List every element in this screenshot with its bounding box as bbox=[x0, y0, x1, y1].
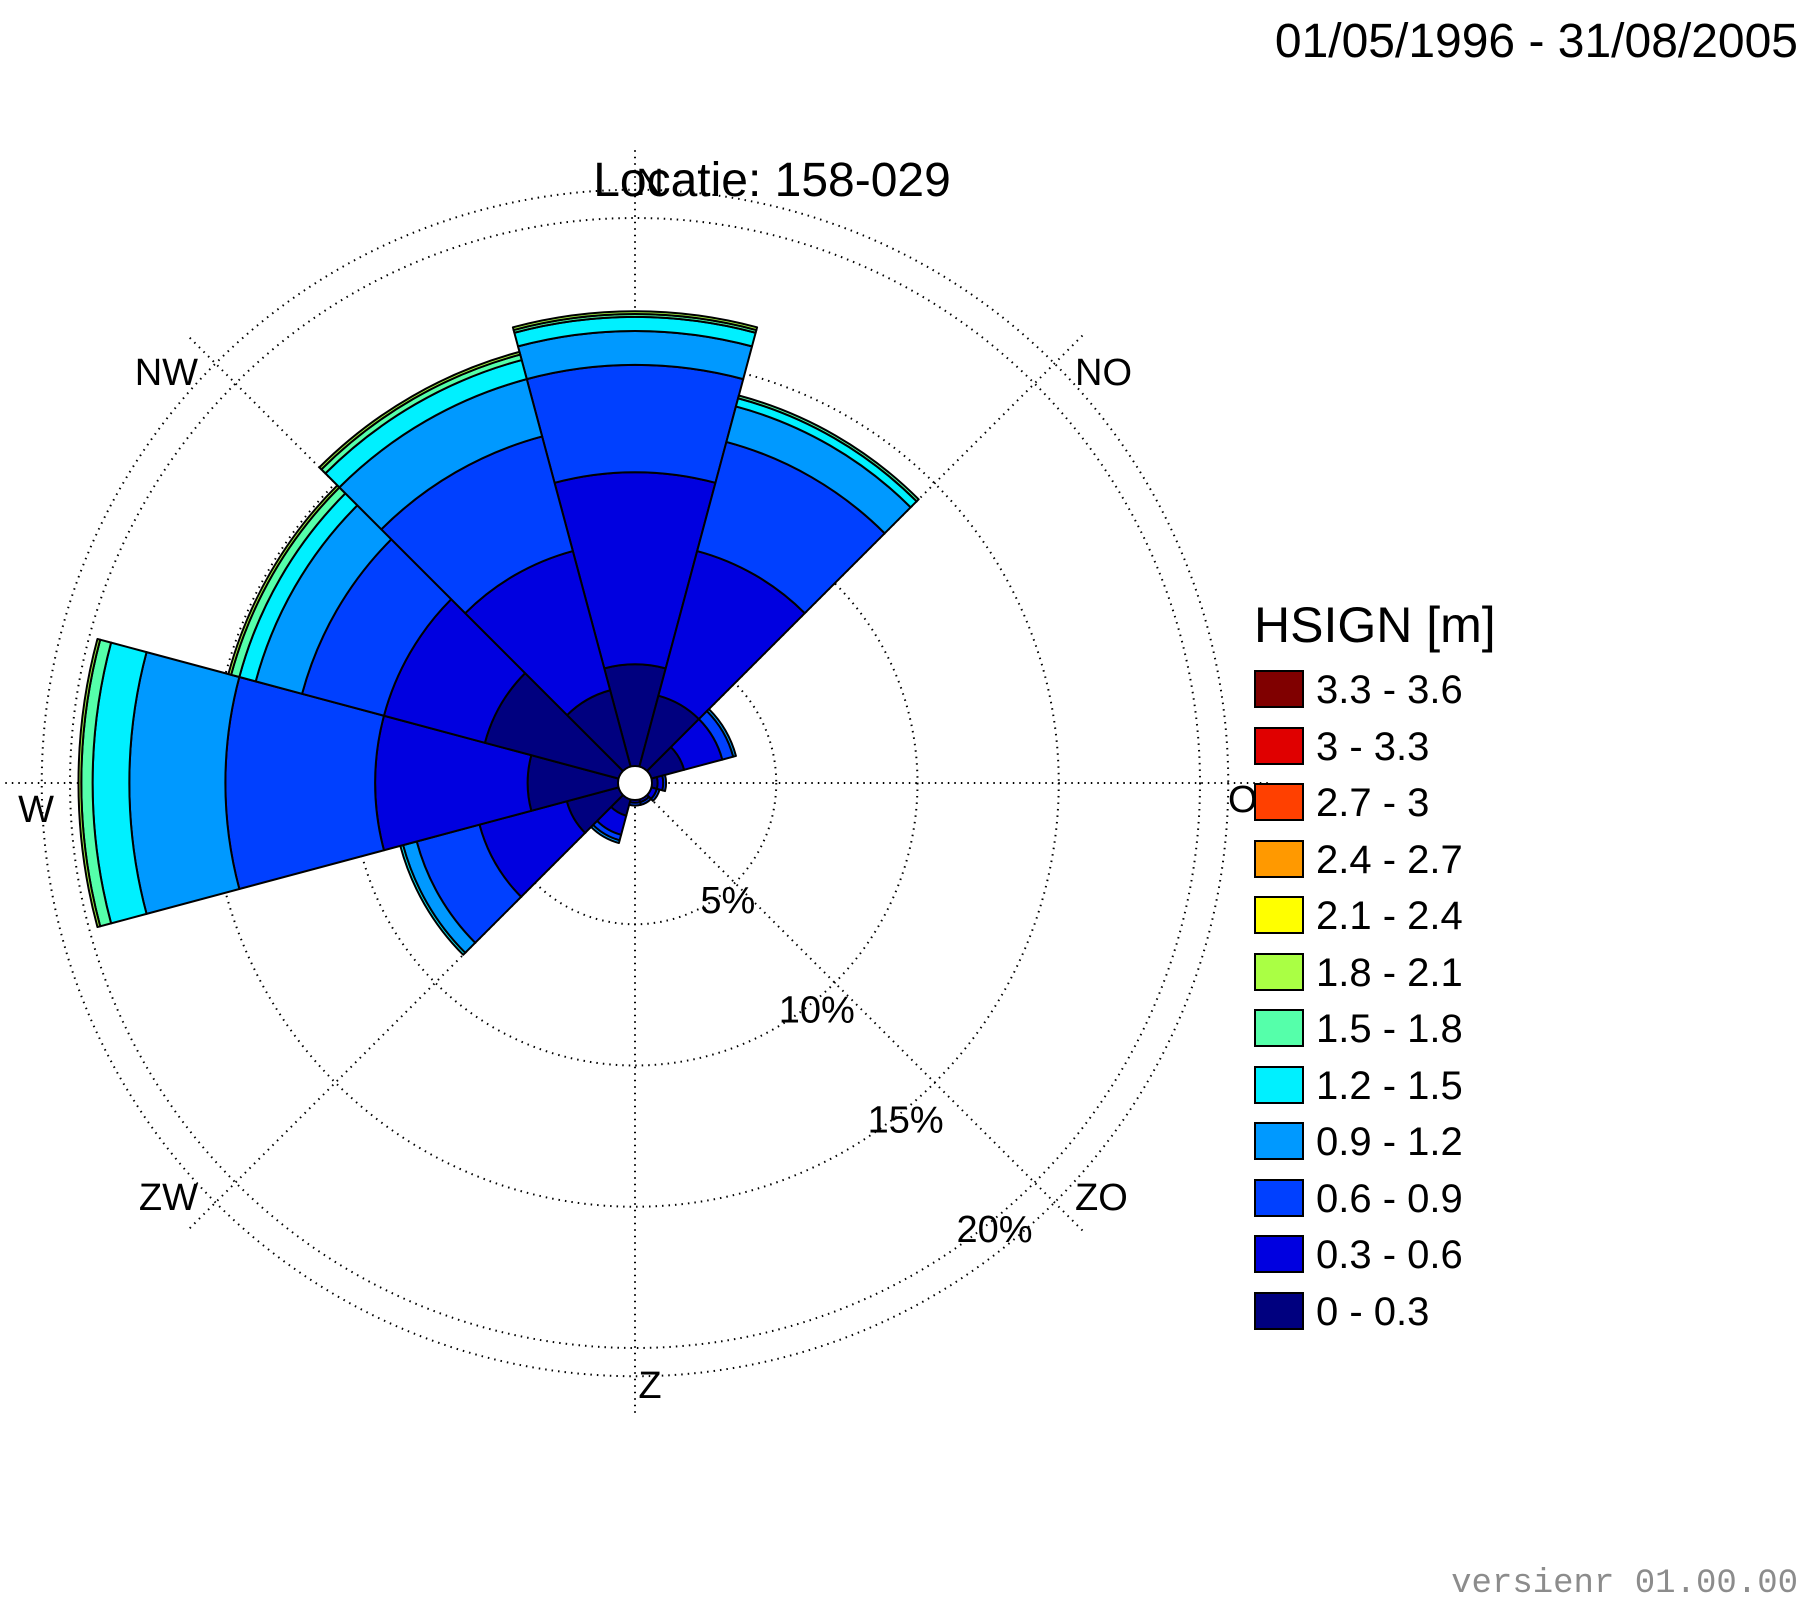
legend-swatch bbox=[1254, 1122, 1304, 1160]
radial-tick-label: 20% bbox=[957, 1209, 1033, 1251]
direction-label-N: N bbox=[636, 162, 663, 204]
sector-60-bin-3 bbox=[705, 708, 737, 758]
legend-label: 0.3 - 0.6 bbox=[1316, 1233, 1463, 1277]
direction-label-NO: NO bbox=[1075, 352, 1132, 394]
sector-270-bin-6 bbox=[77, 637, 102, 929]
legend-label: 1.5 - 1.8 bbox=[1316, 1007, 1463, 1051]
axis-overlay: 5% 10% 15% 20% N NO O ZO Z ZW W NW bbox=[18, 162, 1257, 1407]
version-number: versienr 01.00.00 bbox=[1451, 1565, 1798, 1603]
sector-90-bin-2 bbox=[661, 773, 668, 793]
sector-0-bin-2 bbox=[525, 363, 745, 484]
wind-rose-sectors bbox=[77, 310, 920, 956]
legend-swatch bbox=[1254, 896, 1304, 934]
sector-270-bin-3 bbox=[128, 651, 241, 915]
date-range: 01/05/1996 - 31/08/2005 bbox=[1274, 15, 1798, 68]
legend-label: 0.6 - 0.9 bbox=[1316, 1176, 1463, 1221]
legend-label: 3 - 3.3 bbox=[1316, 724, 1430, 769]
legend-label: 1.2 - 1.5 bbox=[1316, 1063, 1463, 1108]
sector-120-bin-2 bbox=[649, 787, 661, 802]
direction-label-Z: Z bbox=[638, 1365, 661, 1407]
legend-swatch bbox=[1254, 726, 1304, 765]
legend-title: HSIGN [m] bbox=[1254, 597, 1496, 653]
legend-swatch bbox=[1254, 783, 1304, 821]
legend-swatch bbox=[1254, 1291, 1304, 1330]
direction-label-ZO: ZO bbox=[1075, 1177, 1128, 1219]
direction-label-ZW: ZW bbox=[139, 1177, 198, 1219]
direction-label-W: W bbox=[18, 789, 54, 831]
radial-tick-label: 15% bbox=[868, 1099, 944, 1141]
chart-title: Locatie: 158-029 bbox=[593, 154, 951, 207]
direction-label-O: O bbox=[1228, 779, 1258, 821]
radial-tick-label: 5% bbox=[700, 880, 755, 922]
sector-330-bin-6 bbox=[318, 350, 522, 471]
legend-swatch bbox=[1254, 1178, 1304, 1217]
legend-label: 0 - 0.3 bbox=[1316, 1289, 1430, 1334]
legend-label: 2.4 - 2.7 bbox=[1316, 837, 1463, 882]
legend-label: 1.8 - 2.1 bbox=[1316, 950, 1463, 995]
legend-label: 2.7 - 3 bbox=[1316, 781, 1430, 825]
grid-ring-20 bbox=[69, 217, 1201, 1349]
legend-swatch bbox=[1254, 839, 1304, 878]
legend-swatch bbox=[1254, 670, 1304, 708]
radial-tick-label: 10% bbox=[779, 990, 855, 1032]
direction-label-NW: NW bbox=[135, 352, 198, 394]
legend-label: 3.3 - 3.6 bbox=[1316, 668, 1463, 712]
legend-label: 2.1 - 2.4 bbox=[1316, 894, 1463, 938]
legend-swatch bbox=[1254, 1235, 1304, 1273]
legend-label: 0.9 - 1.2 bbox=[1316, 1120, 1463, 1164]
sector-0-bin-6 bbox=[511, 310, 759, 332]
grid-ring-10 bbox=[351, 499, 919, 1067]
legend-swatch bbox=[1254, 1009, 1304, 1047]
legend-swatch bbox=[1254, 952, 1304, 991]
center-hole bbox=[617, 765, 653, 801]
legend-swatch bbox=[1254, 1065, 1304, 1104]
sector-30-bin-5 bbox=[737, 394, 920, 503]
sector-180-bin-2 bbox=[628, 801, 642, 807]
